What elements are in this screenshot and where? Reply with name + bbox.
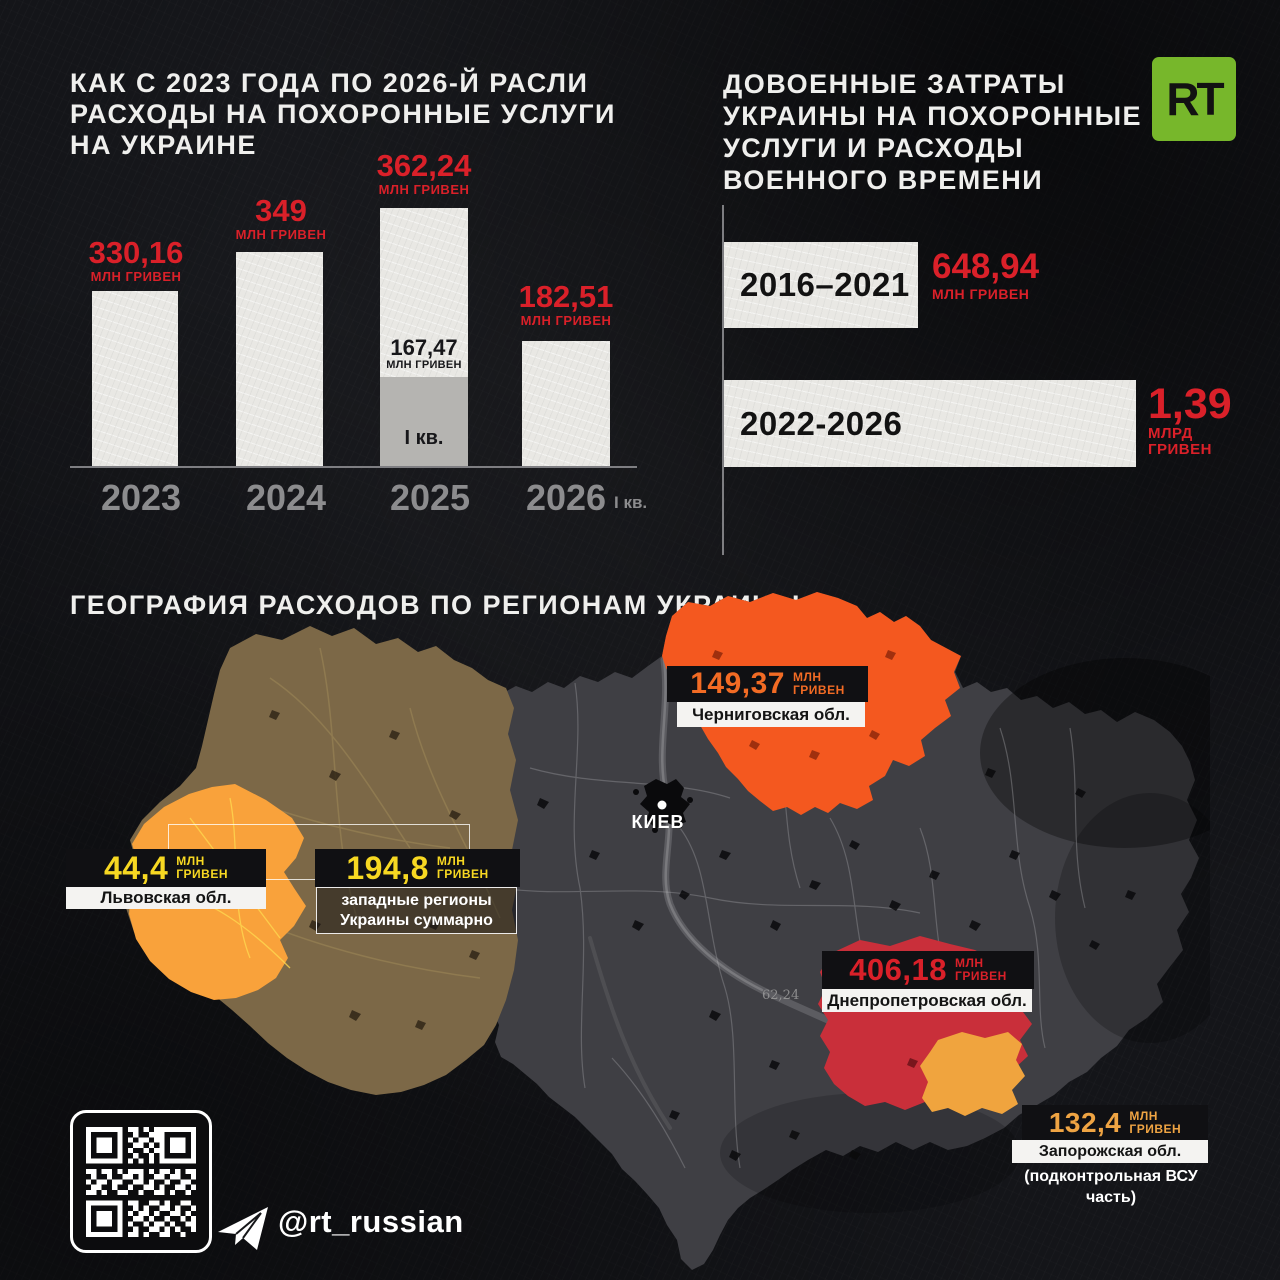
hbar-2016-2021: 2016–2021 [724, 242, 918, 328]
right-chart-title: ДОВОЕННЫЕ ЗАТРАТЫ УКРАИНЫ НА ПОХОРОННЫЕ … [723, 68, 1142, 196]
callout-value: 149,37 [690, 667, 785, 700]
rt-logo: RT [1152, 57, 1236, 141]
rt-logo-text: RT [1166, 73, 1224, 125]
callout-unit: ГРИВЕН [176, 867, 229, 881]
map-region-zaporizhzhia [920, 1032, 1025, 1116]
value-number: 1,39 [1148, 380, 1232, 428]
axis-year-2023: 2023 [100, 477, 182, 518]
axis-year-2024: 2024 [245, 477, 327, 518]
hbar-value-2022-2026: 1,39 МЛРД ГРИВЕН [1148, 382, 1232, 458]
hbar-2022-2026: 2022-2026 [724, 380, 1136, 467]
telegram-icon [218, 1207, 268, 1250]
axis-year-2026: 2026 [525, 477, 607, 518]
callout-value: 44,4 [103, 849, 169, 886]
left-chart-title: КАК С 2023 ГОДА ПО 2026-Й РАСЛИ РАСХОДЫ … [70, 68, 616, 161]
bar-value-2023: 330,16 МЛН ГРИВЕН [66, 236, 206, 284]
value-number: 648,94 [932, 247, 1040, 286]
value-unit: МЛРД [1148, 425, 1193, 442]
callout-value: 194,8 [346, 849, 429, 886]
quarter-label: I кв. [404, 427, 444, 449]
right-chart-title-line: УСЛУГИ И РАСХОДЫ [723, 133, 1025, 164]
callout-region-name: Львовская обл. [66, 887, 266, 909]
bar-2023 [92, 291, 178, 467]
callout-value: 406,18 [849, 952, 948, 987]
callout-note: часть) [1085, 1189, 1137, 1206]
quarter-unit: МЛН ГРИВЕН [386, 359, 462, 371]
value-number: 349 [255, 193, 307, 228]
left-chart-title-line: НА УКРАИНЕ [70, 130, 257, 161]
callout-region-name: Днепропетровская обл. [822, 989, 1032, 1012]
right-chart-title-line: УКРАИНЫ НА ПОХОРОННЫЕ [723, 101, 1143, 132]
left-chart-title-line: КАК С 2023 ГОДА ПО 2026-Й РАСЛИ [70, 68, 589, 99]
callout-region-name: Запорожская обл. [1012, 1140, 1208, 1163]
callout-region-name: Украины суммарно [340, 911, 493, 929]
bar-2025: 167,47 МЛН ГРИВЕН I кв. [380, 208, 468, 467]
quarter-value-2025: 167,47 МЛН ГРИВЕН [380, 336, 468, 371]
bar-value-2025: 362,24 МЛН ГРИВЕН [354, 149, 494, 197]
left-chart-title-line: РАСХОДЫ НА ПОХОРОННЫЕ УСЛУГИ [70, 99, 616, 130]
qr-code-pattern [86, 1126, 196, 1237]
hbar-period-label: 2016–2021 [740, 266, 910, 303]
value-number: 182,51 [518, 279, 614, 314]
telegram-handle: @rt_russian [278, 1204, 464, 1239]
axis-year-2026-suffix: I кв. [614, 493, 648, 512]
value-unit: ГРИВЕН [1148, 441, 1212, 458]
value-number: 362,24 [376, 148, 472, 183]
y-axis-line [722, 205, 724, 555]
value-unit: МЛН ГРИВЕН [520, 313, 612, 328]
callout-unit: ГРИВЕН [436, 867, 489, 881]
quarter-number: 167,47 [390, 335, 458, 360]
qr-code [70, 1110, 212, 1253]
callout-note: (подконтрольная ВСУ [1024, 1168, 1198, 1185]
kyiv-label: КИЕВ [631, 812, 685, 832]
value-unit: МЛН ГРИВЕН [90, 269, 182, 284]
callout-region-name: западные регионы [341, 891, 492, 909]
bar-value-2026: 182,51 МЛН ГРИВЕН [496, 280, 636, 328]
hbar-period-label: 2022-2026 [740, 404, 903, 442]
value-unit: МЛН ГРИВЕН [378, 182, 470, 197]
x-axis-line [70, 466, 637, 468]
bar-value-2024: 349 МЛН ГРИВЕН [211, 194, 351, 242]
axis-year-2025: 2025 [389, 477, 471, 518]
callout-value: 132,4 [1048, 1106, 1122, 1138]
hbar-value-2016-2021: 648,94 МЛН ГРИВЕН [932, 247, 1040, 303]
map-watermark-text: 62,24 [762, 988, 800, 1003]
callout-unit: МЛН [1129, 1108, 1158, 1123]
kyiv-marker-dot [657, 800, 667, 810]
callout-unit: ГРИВЕН [1129, 1121, 1182, 1136]
callout-unit: ГРИВЕН [955, 969, 1007, 983]
callout-region-name: Черниговская обл. [677, 702, 865, 727]
bar-2026 [522, 341, 610, 467]
right-chart-title-line: ДОВОЕННЫЕ ЗАТРАТЫ [723, 69, 1066, 100]
value-unit: МЛН ГРИВЕН [235, 227, 327, 242]
quarter-sub-bar: I кв. [380, 377, 468, 467]
bar-2024 [236, 252, 323, 467]
callout-unit: ГРИВЕН [792, 683, 845, 697]
value-number: 330,16 [88, 235, 184, 270]
right-chart-title-line: ВОЕННОГО ВРЕМЕНИ [723, 165, 1044, 196]
value-unit: МЛН ГРИВЕН [932, 286, 1030, 302]
